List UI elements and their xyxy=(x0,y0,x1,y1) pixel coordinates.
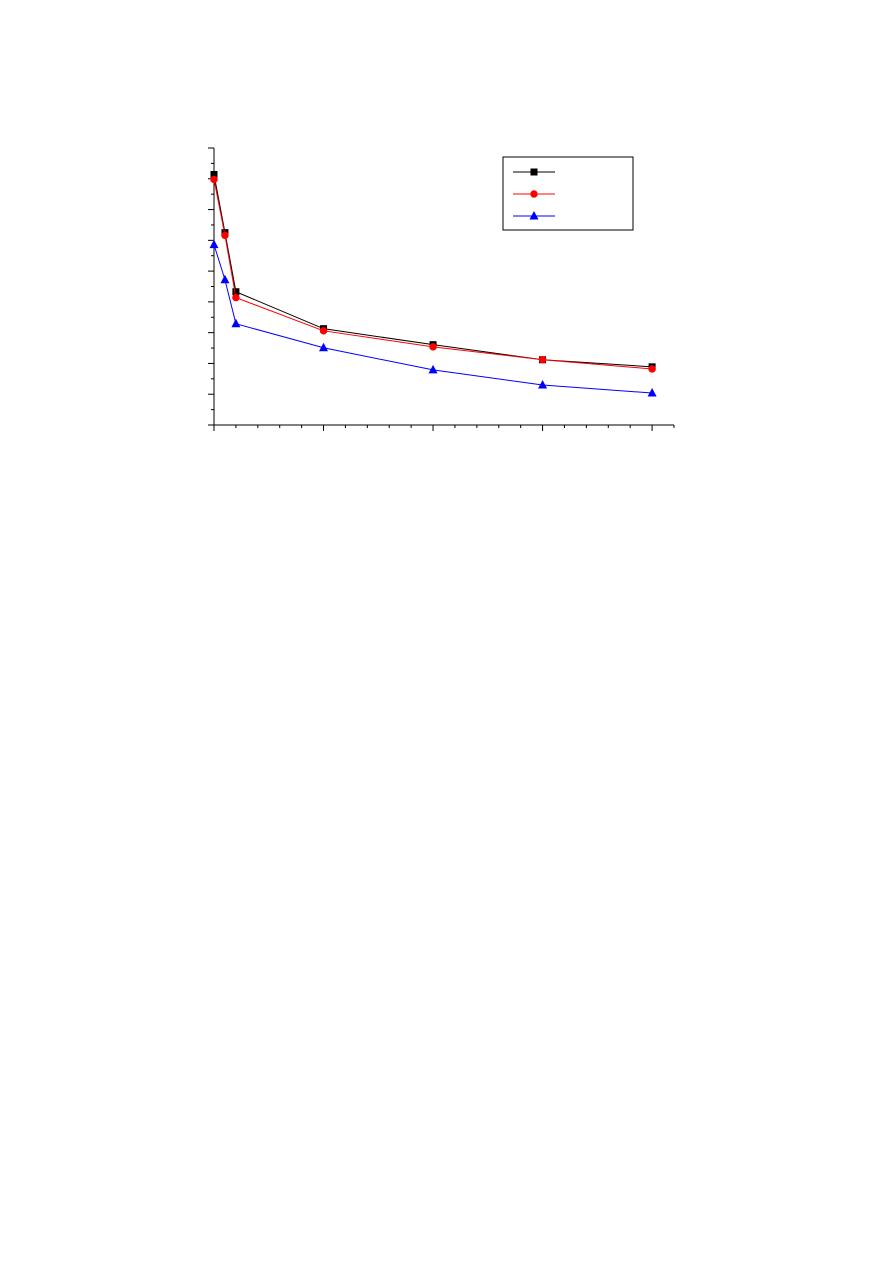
marker xyxy=(538,379,548,389)
marker xyxy=(319,342,329,352)
legend-marker xyxy=(530,190,538,198)
marker xyxy=(209,239,219,249)
marker xyxy=(221,231,229,240)
marker xyxy=(232,288,240,296)
legend-marker xyxy=(530,168,538,176)
marker xyxy=(428,364,438,374)
legend-marker xyxy=(529,211,539,220)
marker xyxy=(210,175,218,184)
marker xyxy=(232,293,240,302)
marker xyxy=(220,274,230,284)
marker xyxy=(538,356,547,364)
marker xyxy=(210,170,218,178)
marker xyxy=(319,327,328,335)
marker xyxy=(647,387,657,397)
marker xyxy=(648,365,656,373)
marker xyxy=(231,318,241,328)
marker xyxy=(429,343,437,351)
